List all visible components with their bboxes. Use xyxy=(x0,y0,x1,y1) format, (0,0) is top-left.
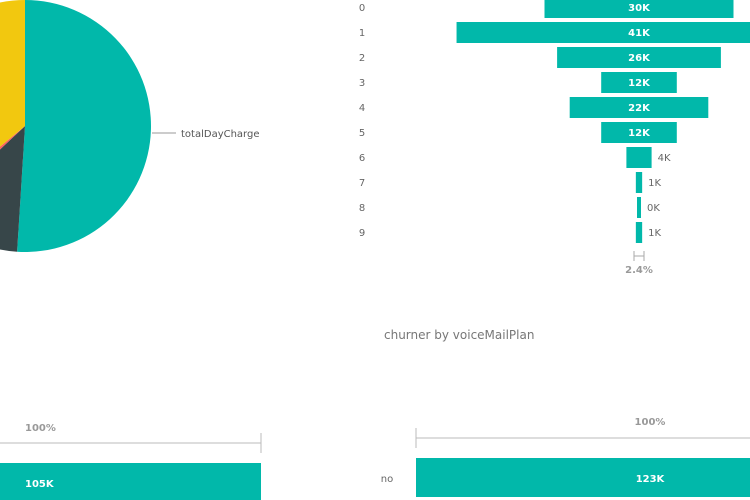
bottom-right-category-label: no xyxy=(381,474,393,485)
funnel-value-label: 1K xyxy=(648,228,661,239)
funnel-bar-8[interactable] xyxy=(637,197,641,218)
pie-label-totalDayCharge: totalDayCharge xyxy=(181,129,260,140)
funnel-chart-voicemail[interactable]: 100% no 123K xyxy=(381,417,750,497)
funnel-bar-5[interactable] xyxy=(601,122,677,143)
bottom-left-bar[interactable] xyxy=(0,463,261,500)
funnel-category-label: 5 xyxy=(359,128,365,139)
funnel-bar-3[interactable] xyxy=(601,72,677,93)
conversion-label: 2.4% xyxy=(625,265,653,276)
funnel-category-label: 0 xyxy=(359,3,365,14)
funnel-value-label: 22K xyxy=(628,103,651,114)
funnel-value-label: 30K xyxy=(628,3,651,14)
funnel-bar-6[interactable] xyxy=(626,147,652,168)
funnel-chart-bottom-left[interactable]: 100% 105K xyxy=(0,423,262,500)
bottom-right-pct-label: 100% xyxy=(635,417,666,428)
funnel-value-label: 12K xyxy=(628,78,651,89)
pie-slice-0[interactable] xyxy=(17,0,151,252)
funnel-chart-digits[interactable]: 0 30K 1 41K 2 26K 3 12K 4 22K 5 12K 6 4K 7 1K 8 0K 9 1K 2.4% xyxy=(359,0,750,276)
funnel-category-label: 6 xyxy=(359,153,365,164)
funnel-title: churner by voiceMailPlan xyxy=(384,328,535,342)
funnel-category-label: 8 xyxy=(359,203,365,214)
funnel-bar-4[interactable] xyxy=(569,97,709,118)
funnel-bar-1[interactable] xyxy=(456,22,750,43)
funnel-value-label: 12K xyxy=(628,128,651,139)
funnel-value-label: 4K xyxy=(658,153,671,164)
funnel-bar-9[interactable] xyxy=(635,222,643,243)
funnel-value-label: 41K xyxy=(628,28,651,39)
bottom-left-value-label: 105K xyxy=(25,479,55,490)
funnel-bar-0[interactable] xyxy=(544,0,734,18)
funnel-category-label: 7 xyxy=(359,178,365,189)
bottom-right-bar-no[interactable] xyxy=(416,458,750,497)
funnel-category-label: 3 xyxy=(359,78,365,89)
funnel-bar-2[interactable] xyxy=(557,47,721,68)
pie-chart[interactable]: totalDayCharge xyxy=(0,0,260,252)
funnel-bar-7[interactable] xyxy=(635,172,643,193)
pie-slice-3[interactable] xyxy=(0,0,25,206)
funnel-category-label: 2 xyxy=(359,53,365,64)
pie-slice-2[interactable] xyxy=(0,126,25,212)
funnel-value-label: 26K xyxy=(628,53,651,64)
pie-slice-1[interactable] xyxy=(0,126,25,252)
funnel-value-label: 0K xyxy=(647,203,660,214)
funnel-category-label: 1 xyxy=(359,28,365,39)
bottom-right-value-label: 123K xyxy=(636,474,666,485)
funnel-category-label: 4 xyxy=(359,103,365,114)
bottom-left-pct-label: 100% xyxy=(25,423,56,434)
funnel-value-label: 1K xyxy=(648,178,661,189)
funnel-category-label: 9 xyxy=(359,228,365,239)
